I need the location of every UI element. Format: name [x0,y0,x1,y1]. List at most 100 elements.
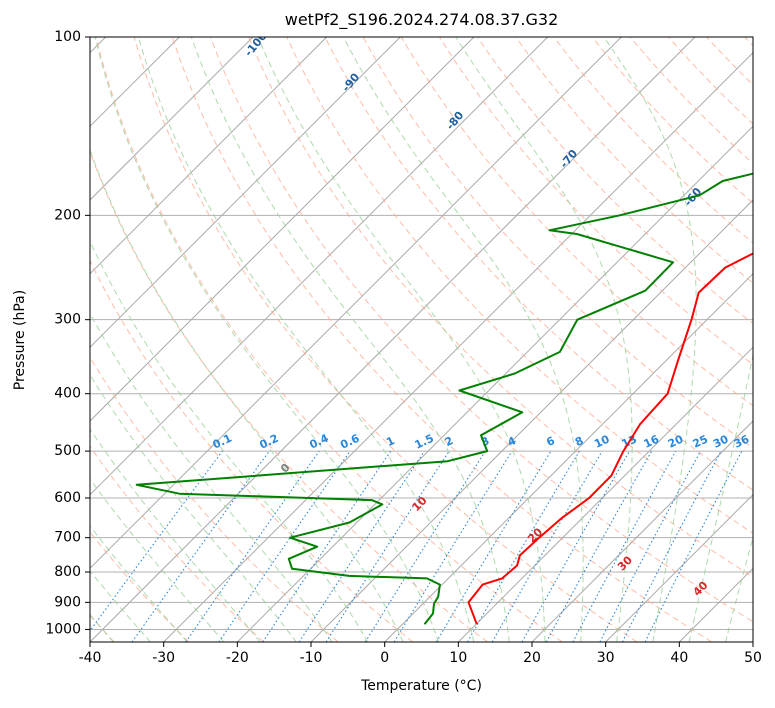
temperature-profile-line [467,252,753,625]
moist-adiabat-line [90,373,297,642]
moist-adiabat-label: 40 [691,579,711,599]
isotherm-line [90,37,401,349]
dry-adiabat-line [95,37,563,642]
mixing-ratio-label: 25 [691,433,710,451]
y-axis-label: Pressure (hPa) [12,289,28,391]
isotherm-line [457,346,753,642]
y-tick-label: 500 [54,443,81,459]
mixing-ratio-label: 16 [642,432,662,450]
chart-title: wetPf2_S196.2024.274.08.37.G32 [284,10,559,29]
x-tick-label: 30 [597,650,615,666]
dry-adiabat-line [90,445,264,642]
moist-adiabat-line [725,535,753,642]
dry-adiabat-line [553,37,753,244]
dry-adiabat-line [90,531,190,642]
isotherm-line [90,37,254,201]
isotherm-line [90,37,549,496]
mixing-ratio-line [572,450,677,642]
mixing-ratio-label: 36 [732,432,752,450]
mixing-ratio-line [262,450,392,642]
y-tick-label: 400 [54,386,81,402]
x-tick-label: 40 [670,650,688,666]
dry-adiabat-line [133,37,638,642]
dry-adiabat-line [90,150,488,642]
mixing-ratio-line [521,450,630,642]
moist-adiabat-line [90,240,368,642]
moist-adiabat-line [90,148,404,642]
moist-adiabat-line [455,37,633,642]
mixing-ratio-line [435,450,552,642]
mixing-ratio-line [545,450,653,642]
mixing-ratio-line [467,450,580,642]
x-tick-label: -10 [300,650,323,666]
y-tick-label: 100 [54,29,81,45]
isotherm-line [678,567,753,642]
y-tick-label: 600 [54,490,81,506]
dry-adiabat-label: -80 [444,109,467,133]
mixing-ratio-label: 6 [544,434,557,449]
moist-adiabat-line [94,37,439,642]
isotherm-line [90,37,622,570]
x-tick-label: 10 [449,650,467,666]
mixing-ratio-label: 2 [443,434,455,449]
y-tick-label: 300 [54,312,81,328]
mixing-ratio-label: 1 [384,434,396,449]
mixing-ratio-label: 8 [573,434,585,449]
mixing-ratio-line [218,450,351,642]
moist-adiabat-line [688,352,753,642]
y-tick-label: 900 [54,594,81,610]
isotherm-line [384,272,753,642]
mixing-ratio-label: 20 [666,432,686,450]
dry-adiabat-line [248,37,753,578]
isotherm-line [310,199,753,642]
moist-adiabat-line [603,37,697,642]
mixing-ratio-label: 10 [592,432,612,450]
x-tick-label: -30 [152,650,175,666]
y-tick-label: 700 [54,530,81,546]
isotherm-line [605,493,753,642]
dry-adiabat-label: -90 [340,70,363,94]
mixing-ratio-line [131,450,270,642]
mixing-ratio-label: 30 [711,432,731,450]
x-tick-label: -20 [226,650,249,666]
mixing-ratio-line [393,450,513,642]
isotherm-line [752,641,753,642]
dry-adiabat-line [210,37,753,623]
x-axis-label: Temperature (°C) [361,678,482,694]
mixing-ratio-label: 0.4 [307,431,330,451]
dry-adiabat-line [400,37,753,407]
isotherm-line [531,420,753,642]
moist-adiabat-line [90,478,225,642]
dry-adiabat-line [362,37,753,449]
mixing-ratio-label: 0.6 [338,431,361,451]
moist-adiabat-label: 10 [410,494,430,514]
dry-adiabat-line [90,259,414,642]
moist-adiabat-line [90,613,114,642]
moist-adiabat-line [90,312,333,642]
mixing-ratio-label: 0.1 [211,432,234,452]
dry-adiabat-line [706,37,753,86]
mixing-ratio-line [491,450,603,642]
dry-adiabat-line [515,37,753,284]
plot-frame [89,36,754,643]
dry-adiabat-line [171,37,712,642]
isobar-gridlines [90,36,753,630]
moist-adiabat-line [342,37,584,642]
moist-adiabat-line [762,37,775,642]
y-tick-label: 800 [54,564,81,580]
dry-adiabat-line [90,356,339,642]
mixing-ratio-line [325,450,450,642]
isotherm-line [90,37,328,275]
moist-adiabat-line [137,37,475,642]
moist-adiabat-line [90,525,188,642]
mixing-ratio-line [599,450,701,642]
x-tick-label: -40 [79,650,102,666]
profile-lines [135,172,753,625]
y-tick-label: 1000 [45,621,81,637]
background-lines [90,37,775,642]
moist-adiabat-line [90,428,261,642]
mixing-ratio-line [90,450,223,632]
dry-adiabat-line [477,37,753,325]
dry-adiabat-line [591,37,753,204]
